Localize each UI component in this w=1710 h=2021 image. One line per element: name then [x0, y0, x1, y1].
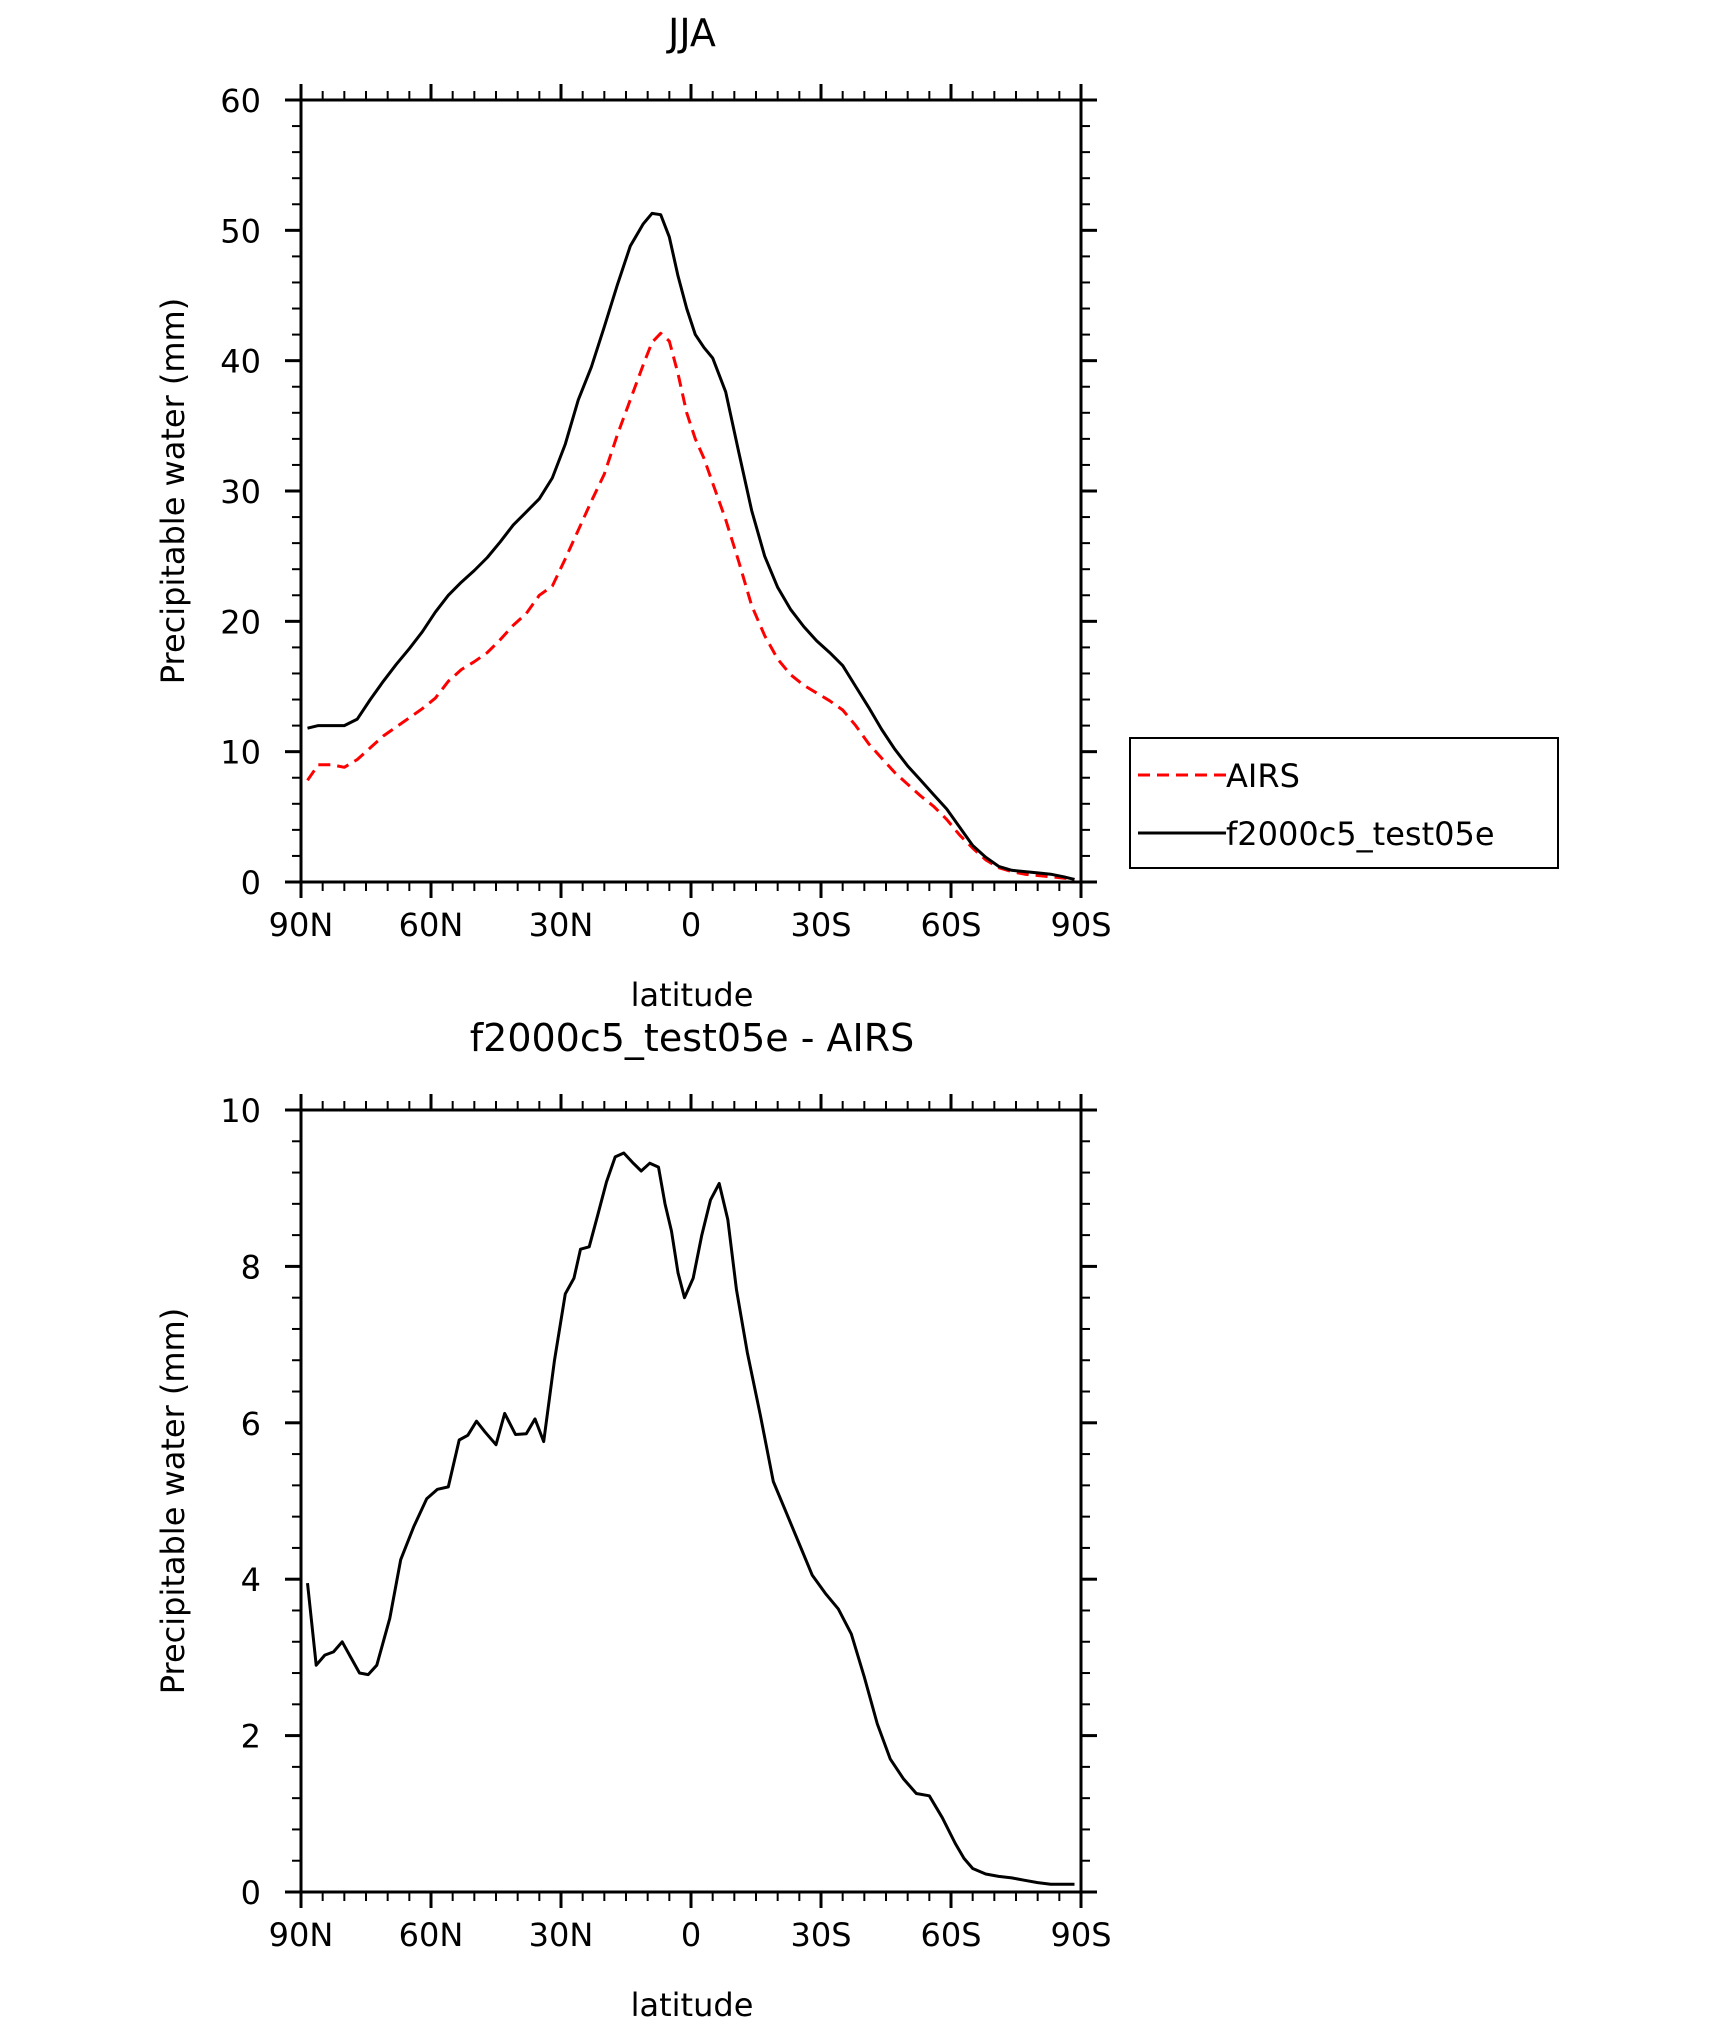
y-tick-label: 0 — [241, 864, 261, 902]
x-tick-label: 60S — [920, 906, 981, 944]
y-tick-label: 0 — [241, 1874, 261, 1912]
top-chart-y-axis-label: Precipitable water (mm) — [154, 298, 192, 684]
legend-box — [1129, 737, 1559, 869]
top-chart-title: JJA — [666, 11, 716, 55]
legend: AIRS f2000c5_test05e — [1129, 737, 1559, 869]
top-chart-series — [306, 211, 1075, 881]
series-line-airs — [306, 331, 1075, 881]
x-tick-label: 90N — [269, 906, 334, 944]
y-tick-label: 10 — [220, 734, 261, 772]
y-tick-label: 30 — [220, 473, 261, 511]
y-tick-label: 2 — [241, 1718, 261, 1756]
bottom-chart-ticks: 90N 60N 30N 0 30S 60S 90S 0 2 4 6 8 10 — [220, 1092, 1111, 1954]
x-tick-label: 60N — [399, 1916, 464, 1954]
top-chart-plot-frame — [299, 98, 1083, 884]
x-tick-label: 30N — [529, 1916, 594, 1954]
bottom-chart-y-axis-label: Precipitable water (mm) — [154, 1308, 192, 1694]
x-tick-label: 0 — [681, 1916, 701, 1954]
bottom-chart-x-axis-label: latitude — [631, 1986, 754, 2021]
x-tick-label: 30N — [529, 906, 594, 944]
series-line-difference — [306, 1151, 1075, 1886]
series-line-model — [307, 211, 1075, 881]
x-tick-label: 60S — [920, 1916, 981, 1954]
y-tick-label: 50 — [220, 212, 261, 250]
y-tick-label: 6 — [241, 1405, 261, 1443]
bottom-chart-plot-frame — [299, 1108, 1083, 1894]
top-chart-ticks: 90N 60N 30N 0 30S 60S 90S 0 10 20 30 40 50 60 — [220, 82, 1111, 944]
y-tick-label: 40 — [220, 343, 261, 381]
bottom-chart-panel: f2000c5_test05e - AIRS 90N 60N 30N 0 30S 60S 9… — [154, 1016, 1112, 2021]
y-tick-label: 8 — [241, 1248, 261, 1286]
bottom-chart-series — [306, 1151, 1075, 1886]
bottom-chart-title: f2000c5_test05e - AIRS — [470, 1016, 914, 1060]
y-tick-label: 4 — [241, 1561, 261, 1599]
x-tick-label: 0 — [681, 906, 701, 944]
y-tick-label: 60 — [220, 82, 261, 120]
y-tick-label: 20 — [220, 603, 261, 641]
y-tick-label: 10 — [220, 1092, 261, 1130]
legend-label-airs: AIRS — [1226, 757, 1300, 795]
top-chart-panel: JJA 90N 60N 30N 0 30S 60S 90S 0 10 20 30 40 50 60 lat… — [154, 11, 1112, 1014]
x-tick-label: 60N — [399, 906, 464, 944]
legend-label-model: f2000c5_test05e — [1226, 815, 1495, 853]
x-tick-label: 30S — [790, 1916, 851, 1954]
top-chart-x-axis-label: latitude — [631, 976, 754, 1014]
x-tick-label: 30S — [790, 906, 851, 944]
x-tick-label: 90N — [269, 1916, 334, 1954]
x-tick-label: 90S — [1050, 1916, 1111, 1954]
x-tick-label: 90S — [1050, 906, 1111, 944]
